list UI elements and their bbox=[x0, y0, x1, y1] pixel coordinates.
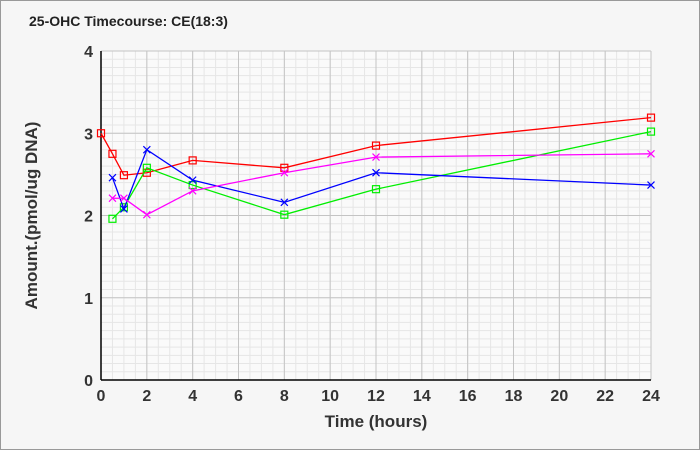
data-point-blue bbox=[119, 204, 128, 213]
y-tick-label: 4 bbox=[84, 44, 93, 61]
data-point-red bbox=[371, 141, 381, 150]
data-point-red bbox=[646, 113, 656, 122]
data-point-red bbox=[280, 163, 289, 172]
x-tick-label: 0 bbox=[97, 388, 106, 405]
data-point-magenta bbox=[372, 153, 380, 162]
data-point-green bbox=[646, 127, 656, 136]
x-tick-label: 12 bbox=[367, 388, 385, 405]
y-tick-label: 3 bbox=[84, 126, 93, 143]
x-tick-label: 20 bbox=[550, 388, 568, 405]
data-point-blue bbox=[280, 198, 289, 207]
x-tick-label: 8 bbox=[280, 388, 289, 405]
x-tick-label: 24 bbox=[642, 388, 660, 405]
data-point-green bbox=[119, 203, 129, 212]
data-point-red bbox=[119, 171, 129, 180]
y-tick-label: 0 bbox=[84, 373, 93, 390]
data-point-blue bbox=[647, 181, 655, 189]
x-tick-label: 16 bbox=[459, 388, 477, 405]
y-axis-label: Amount.(pmol/ug DNA) bbox=[22, 122, 41, 310]
data-point-blue bbox=[188, 176, 197, 185]
data-point-magenta bbox=[647, 149, 655, 158]
data-point-magenta bbox=[188, 186, 197, 195]
data-point-magenta bbox=[280, 168, 289, 177]
x-tick-label: 14 bbox=[413, 388, 431, 405]
x-tick-label: 22 bbox=[596, 388, 614, 405]
data-point-red bbox=[108, 149, 117, 158]
data-point-green bbox=[108, 214, 117, 223]
y-tick-label: 1 bbox=[84, 291, 93, 308]
data-point-red bbox=[96, 129, 106, 138]
data-point-blue bbox=[108, 173, 117, 182]
x-tick-label: 4 bbox=[188, 388, 197, 405]
data-point-green bbox=[142, 163, 151, 172]
data-point-green bbox=[371, 185, 381, 194]
x-axis-label: Time (hours) bbox=[325, 412, 428, 431]
data-point-blue bbox=[142, 145, 151, 154]
data-point-green bbox=[280, 210, 289, 219]
x-tick-label: 2 bbox=[142, 388, 151, 405]
chart-title: 25-OHC Timecourse: CE(18:3) bbox=[29, 13, 228, 29]
data-point-magenta bbox=[108, 194, 117, 203]
data-point-green bbox=[188, 180, 197, 190]
data-point-red bbox=[188, 156, 197, 165]
x-tick-label: 10 bbox=[321, 388, 339, 405]
x-tick-label: 18 bbox=[505, 388, 523, 405]
data-point-magenta bbox=[142, 210, 151, 219]
data-point-blue bbox=[372, 168, 380, 177]
data-point-magenta bbox=[119, 194, 128, 203]
x-tick-label: 6 bbox=[234, 388, 243, 405]
y-tick-label: 2 bbox=[84, 209, 93, 226]
